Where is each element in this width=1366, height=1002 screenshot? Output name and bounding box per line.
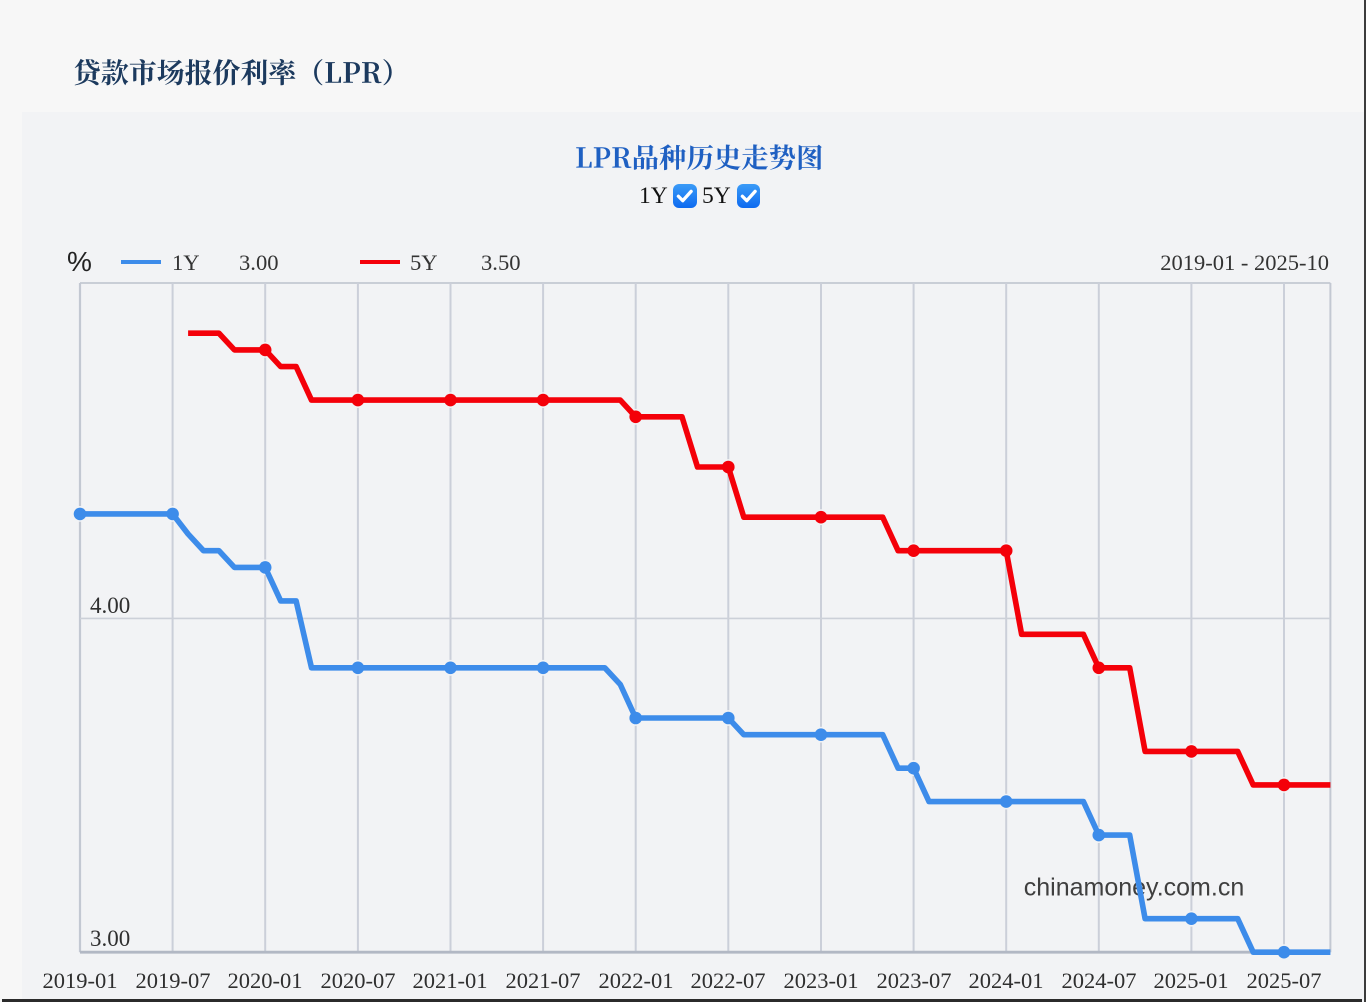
svg-text:chinamoney.com.cn: chinamoney.com.cn bbox=[1024, 874, 1244, 902]
